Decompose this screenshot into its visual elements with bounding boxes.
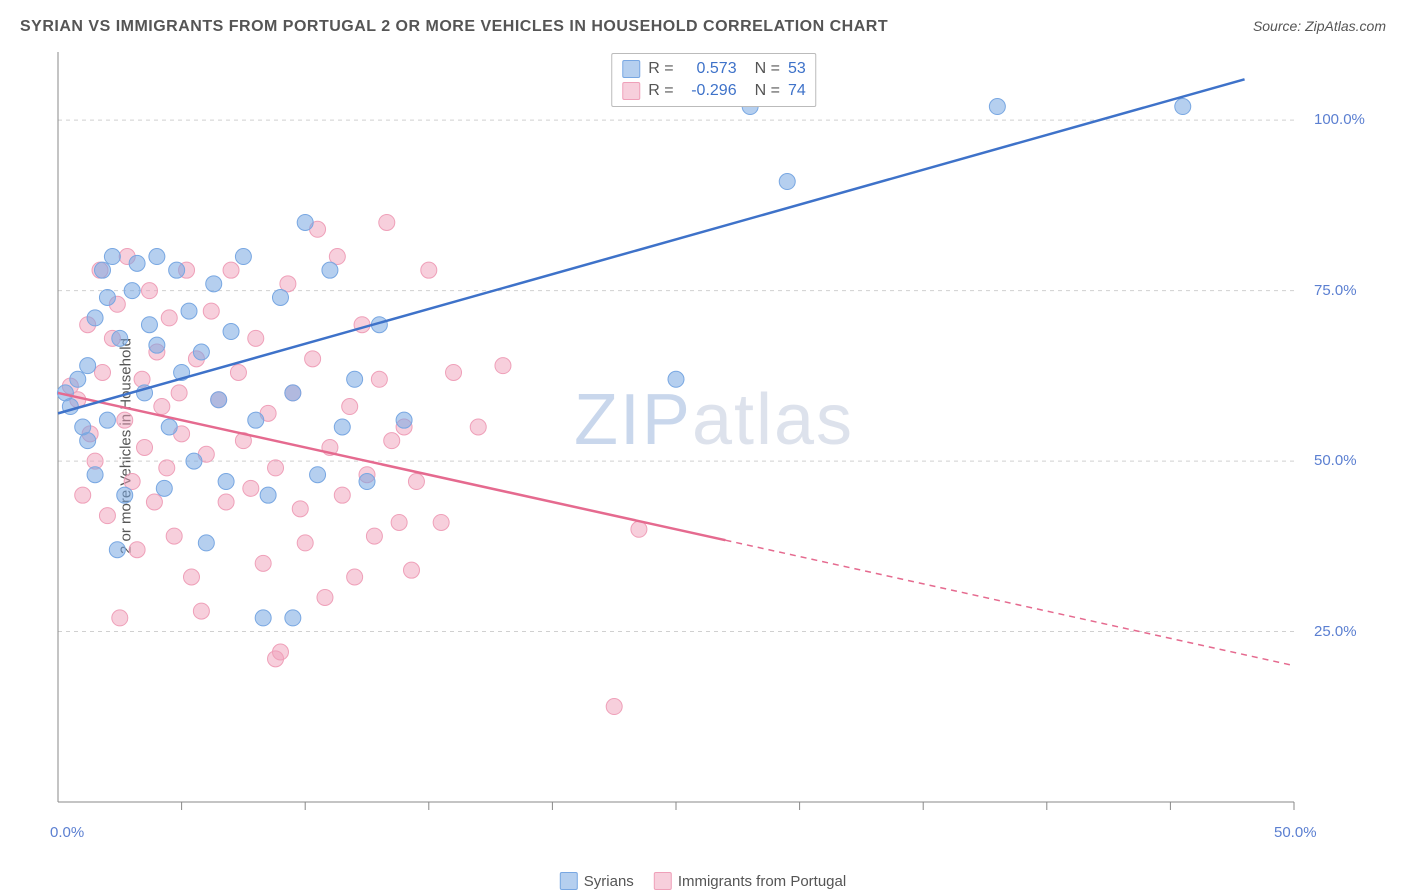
legend-label-portugal: Immigrants from Portugal [678, 873, 846, 890]
axis-tick-label: 25.0% [1314, 623, 1357, 640]
chart-title: SYRIAN VS IMMIGRANTS FROM PORTUGAL 2 OR … [20, 18, 888, 36]
legend-swatch-pink2 [654, 872, 672, 890]
legend-pink-r: -0.296 [682, 82, 737, 100]
correlation-legend: R = 0.573 N = 53 R = -0.296 N = 74 [611, 53, 816, 107]
legend-swatch-pink [622, 82, 640, 100]
legend-label-syrians: Syrians [584, 873, 634, 890]
legend-blue-r: 0.573 [682, 60, 737, 78]
axis-tick-label: 75.0% [1314, 282, 1357, 299]
legend-item-syrians: Syrians [560, 872, 634, 890]
axis-tick-label: 50.0% [1274, 824, 1317, 841]
legend-item-portugal: Immigrants from Portugal [654, 872, 846, 890]
axis-tick-label: 50.0% [1314, 452, 1357, 469]
plot-area: ZIPatlas R = 0.573 N = 53 R = -0.296 N =… [54, 48, 1374, 824]
axis-tick-label: 100.0% [1314, 111, 1365, 128]
legend-n-label2: N = [755, 82, 780, 100]
legend-r-label: R = [648, 60, 673, 78]
plot-svg [54, 48, 1374, 824]
series-legend: Syrians Immigrants from Portugal [560, 872, 846, 890]
legend-swatch-blue [622, 60, 640, 78]
correlation-chart: SYRIAN VS IMMIGRANTS FROM PORTUGAL 2 OR … [0, 0, 1406, 892]
legend-pink-n: 74 [788, 82, 806, 100]
axis-tick-label: 0.0% [50, 824, 84, 841]
chart-source: Source: ZipAtlas.com [1253, 18, 1386, 34]
legend-row-blue: R = 0.573 N = 53 [622, 58, 805, 80]
legend-blue-n: 53 [788, 60, 806, 78]
legend-r-label2: R = [648, 82, 673, 100]
legend-row-pink: R = -0.296 N = 74 [622, 80, 805, 102]
legend-n-label: N = [755, 60, 780, 78]
legend-swatch-blue2 [560, 872, 578, 890]
